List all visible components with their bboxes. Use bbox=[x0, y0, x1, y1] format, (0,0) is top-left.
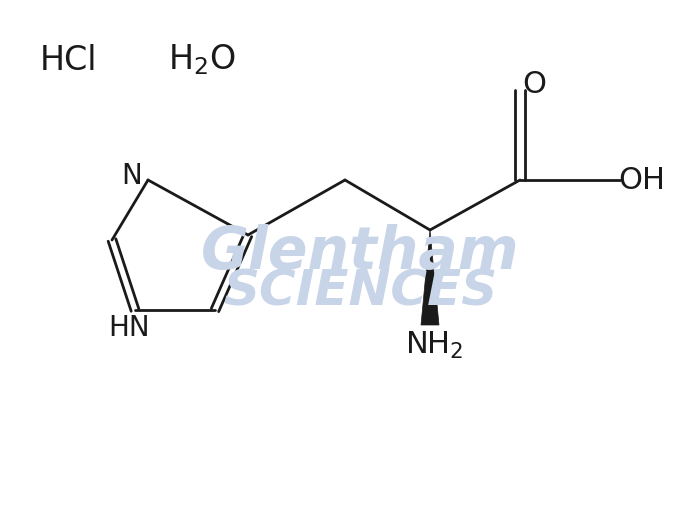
Text: HCl: HCl bbox=[39, 44, 97, 76]
Text: SCIENCES: SCIENCES bbox=[223, 268, 497, 316]
Text: H$_2$O: H$_2$O bbox=[168, 43, 236, 77]
Text: NH$_2$: NH$_2$ bbox=[405, 330, 464, 360]
Polygon shape bbox=[421, 230, 439, 325]
Text: O: O bbox=[522, 70, 546, 98]
Text: OH: OH bbox=[619, 165, 665, 194]
Text: Glentham: Glentham bbox=[200, 224, 519, 280]
Text: HN: HN bbox=[108, 314, 150, 342]
Text: N: N bbox=[122, 162, 143, 190]
